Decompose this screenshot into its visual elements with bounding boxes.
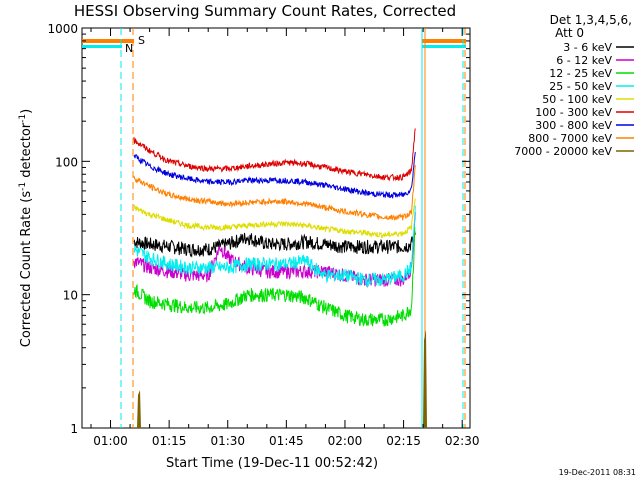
legend-label: 50 - 100 keV: [542, 93, 612, 106]
series-line-2: [133, 226, 416, 327]
x-tick-label: 02:00: [328, 434, 363, 448]
series-line-7: [133, 165, 416, 221]
axis-layer: 01:00 01:15 01:30 01:45 02:00 02:15 02:30 1 10 10…: [47, 22, 479, 448]
night-bar-left: [82, 45, 122, 48]
legend-label: 6 - 12 keV: [556, 54, 612, 67]
legend-label: 12 - 25 keV: [549, 67, 612, 80]
x-axis-label: Start Time (19-Dec-11 00:52:42): [166, 456, 378, 471]
y-tick-label: 10: [63, 289, 78, 303]
high-energy-spike-right: [423, 330, 427, 428]
legend-label: 7000 - 20000 keV: [514, 145, 612, 158]
saa-bar-right: [422, 39, 466, 43]
y-tick-label: 1: [70, 422, 78, 436]
timestamp: 19-Dec-2011 08:31: [559, 468, 636, 477]
saa-label: S: [138, 34, 145, 47]
night-label: N: [125, 42, 133, 55]
series-line-6: [133, 152, 416, 200]
plot-area: [81, 27, 471, 429]
series-line-5: [133, 128, 416, 182]
y-tick-label: 100: [55, 155, 78, 169]
high-energy-spike-left: [137, 390, 141, 428]
series-line-4: [133, 198, 416, 239]
instrument-state-overlays: S N: [82, 28, 466, 428]
series-line-0: [133, 228, 416, 258]
legend-title-line-2: Att 0: [555, 26, 584, 40]
x-tick-label: 01:15: [152, 434, 187, 448]
saa-bar-left: [82, 39, 134, 43]
x-tick-label: 02:30: [445, 434, 480, 448]
plot-frame: [81, 27, 471, 429]
y-tick-label: 1000: [47, 22, 78, 36]
series-layer: [133, 128, 416, 327]
chart-title: HESSI Observing Summary Count Rates, Cor…: [74, 2, 456, 20]
x-tick-label: 02:15: [386, 434, 421, 448]
x-tick-label: 01:45: [269, 434, 304, 448]
legend-title-line-1: Det 1,3,4,5,6,: [550, 13, 632, 27]
series-line-3: [133, 205, 416, 289]
night-bar-right: [422, 45, 466, 48]
legend-label: 800 - 7000 keV: [528, 132, 612, 145]
legend-label: 25 - 50 keV: [549, 80, 612, 93]
y-axis-label: Corrected Count Rate (s-1 detector-1): [18, 109, 34, 347]
legend-label: 300 - 800 keV: [535, 119, 612, 132]
legend-label: 3 - 6 keV: [563, 41, 612, 54]
legend-label: 100 - 300 keV: [535, 106, 612, 119]
x-tick-label: 01:00: [93, 434, 128, 448]
x-tick-label: 01:30: [210, 434, 245, 448]
